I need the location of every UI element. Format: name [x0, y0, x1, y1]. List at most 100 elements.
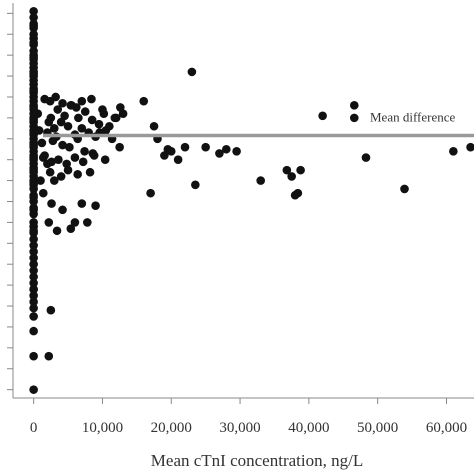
data-point	[29, 21, 38, 31]
data-point	[29, 241, 38, 250]
data-point	[29, 140, 38, 150]
x-tick-label: 50,000	[357, 420, 398, 436]
data-point	[215, 149, 224, 158]
data-point	[105, 121, 114, 131]
data-point	[78, 157, 88, 167]
data-point	[160, 151, 169, 160]
data-point	[29, 52, 38, 62]
data-point	[58, 98, 67, 108]
data-point	[29, 259, 38, 269]
x-tick-label: 40,000	[288, 420, 329, 436]
data-point	[29, 326, 38, 336]
scatter-points	[29, 6, 474, 394]
data-point	[149, 121, 159, 131]
data-point	[52, 226, 62, 236]
data-point	[166, 147, 176, 156]
data-point	[37, 138, 47, 148]
data-point	[232, 147, 241, 156]
data-point	[29, 291, 38, 300]
data-point	[63, 165, 73, 175]
data-point	[29, 234, 38, 244]
data-point	[65, 142, 74, 152]
data-point	[29, 86, 38, 96]
data-point	[296, 165, 305, 175]
data-point	[33, 109, 43, 119]
data-point	[80, 107, 90, 116]
data-point	[44, 218, 54, 227]
data-point	[60, 111, 69, 121]
data-point	[77, 124, 87, 133]
data-point	[47, 157, 56, 167]
data-point	[38, 188, 48, 198]
data-point	[77, 96, 87, 106]
data-point	[47, 199, 56, 208]
data-point	[29, 103, 38, 112]
data-point	[139, 96, 149, 106]
data-point	[29, 38, 38, 47]
data-point	[146, 188, 155, 198]
x-tick-label: 20,000	[151, 420, 192, 436]
data-point	[110, 113, 120, 123]
data-point	[293, 188, 303, 198]
data-point	[99, 109, 109, 119]
data-point	[29, 153, 38, 162]
data-point	[287, 172, 296, 181]
data-point	[29, 165, 38, 175]
data-point	[466, 142, 474, 152]
data-point	[70, 153, 80, 162]
data-point	[49, 176, 59, 185]
data-point	[56, 172, 66, 181]
data-point	[58, 140, 67, 150]
data-point	[29, 312, 38, 321]
data-point	[34, 126, 44, 135]
data-point	[191, 180, 200, 190]
x-tick-label: 30,000	[219, 420, 260, 436]
data-point	[80, 147, 89, 156]
data-point	[38, 153, 48, 162]
x-tick-label: 10,000	[82, 420, 123, 436]
data-point	[66, 224, 76, 233]
data-point	[29, 247, 38, 256]
data-point	[29, 351, 38, 361]
data-point	[46, 305, 56, 315]
data-point	[29, 385, 38, 394]
data-point	[187, 67, 197, 77]
data-point	[349, 113, 359, 123]
data-point	[29, 226, 38, 236]
data-point	[180, 142, 190, 152]
data-point	[100, 155, 110, 164]
data-point	[94, 119, 104, 129]
data-point	[56, 117, 66, 127]
data-point	[91, 201, 100, 210]
data-point	[221, 144, 231, 154]
data-point	[29, 115, 38, 125]
data-point	[400, 184, 409, 194]
data-point	[201, 142, 210, 152]
data-point	[51, 92, 60, 102]
data-point	[85, 167, 95, 177]
x-tick-label: 0	[30, 420, 38, 436]
data-point	[72, 103, 81, 112]
data-point	[449, 147, 458, 156]
data-point	[29, 266, 38, 275]
data-point	[45, 167, 55, 177]
data-point	[89, 151, 99, 160]
data-point	[36, 176, 45, 185]
data-point	[29, 178, 38, 187]
data-point	[29, 284, 38, 294]
data-point	[46, 113, 56, 123]
data-point	[53, 105, 63, 114]
data-point	[54, 155, 63, 164]
data-point	[349, 101, 359, 110]
data-point	[29, 297, 38, 307]
data-point	[49, 124, 59, 133]
x-axis-title: Mean cTnI concentration, ng/L	[151, 451, 363, 470]
data-point	[318, 111, 327, 121]
x-tick-label: 60,000	[426, 420, 467, 436]
data-point	[29, 13, 38, 22]
data-point	[29, 253, 38, 263]
data-point	[87, 115, 97, 125]
data-point	[74, 113, 83, 123]
data-point	[73, 170, 82, 179]
